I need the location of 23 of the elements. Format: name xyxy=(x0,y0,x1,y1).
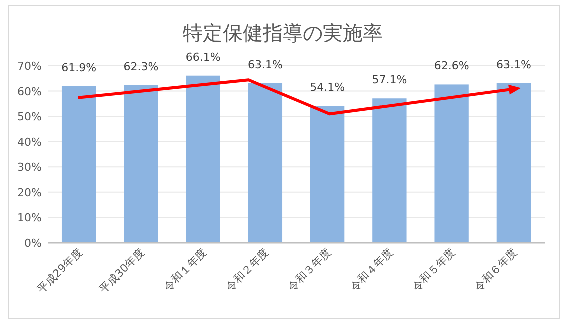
x-tick-label: 令和６年度 xyxy=(472,246,520,294)
y-tick-label: 20% xyxy=(18,186,42,200)
x-tick-label: 平成30年度 xyxy=(97,246,148,296)
x-tick-label: 令和２年度 xyxy=(223,246,272,294)
data-label: 54.1% xyxy=(310,81,346,94)
y-tick-label: 50% xyxy=(18,110,42,124)
data-label: 62.6% xyxy=(434,60,470,73)
x-tick-label: 令和３年度 xyxy=(286,246,334,294)
x-tick-label: 令和１年度 xyxy=(161,246,210,294)
data-label: 63.1% xyxy=(248,58,283,72)
y-tick-label: 70% xyxy=(18,60,42,73)
x-tick-label: 令和４年度 xyxy=(348,246,396,294)
y-tick-label: 60% xyxy=(18,85,42,98)
y-tick-label: 10% xyxy=(18,212,42,225)
x-tick-label: 令和５年度 xyxy=(410,246,458,294)
data-label: 57.1% xyxy=(372,74,408,87)
y-tick-label: 40% xyxy=(18,136,42,149)
data-label: 61.9% xyxy=(62,61,97,74)
y-tick-label: 30% xyxy=(18,161,42,174)
data-label: 63.1% xyxy=(496,58,532,72)
chart-title: 特定保健指導の実施率 xyxy=(183,21,383,45)
data-label: 66.1% xyxy=(186,50,221,64)
data-label: 62.3% xyxy=(124,60,159,74)
